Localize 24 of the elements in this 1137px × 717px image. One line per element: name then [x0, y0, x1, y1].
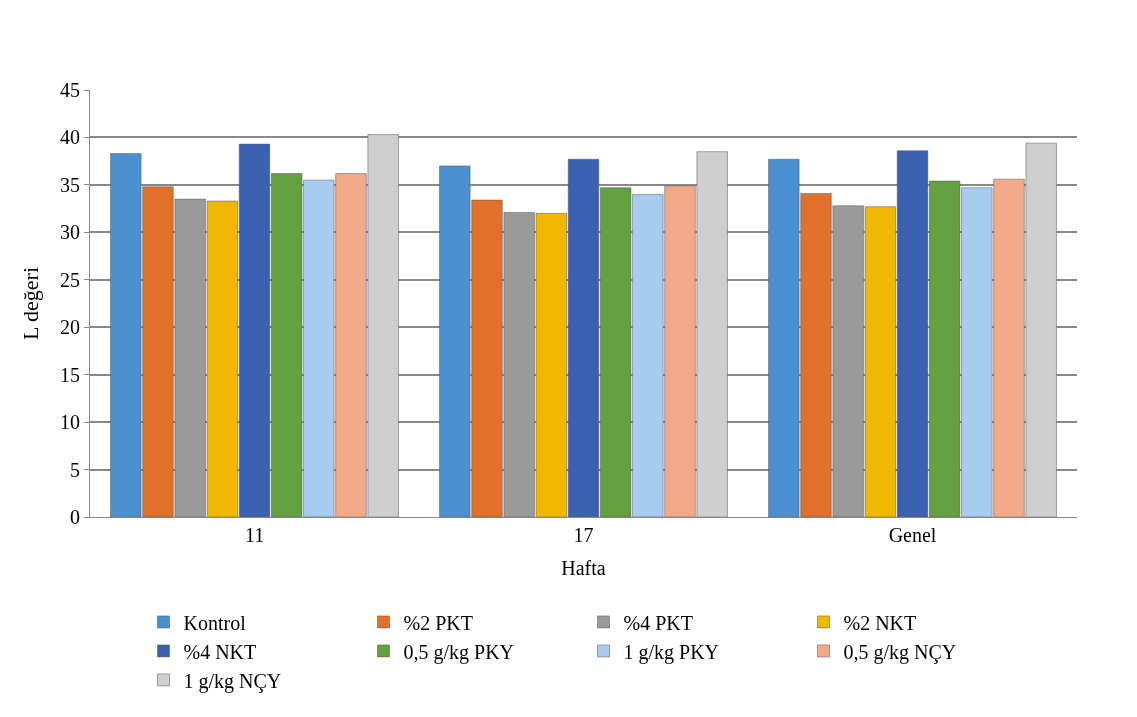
y-tick-label: 0	[70, 506, 80, 528]
legend-label: %2 NKT	[843, 611, 917, 634]
y-tick-label: 15	[60, 363, 80, 386]
y-tick-label: 25	[60, 268, 80, 291]
legend-label: 1 g/kg NÇY	[183, 669, 282, 693]
legend-label: 1 g/kg PKY	[623, 640, 720, 664]
legend-label: 0,5 g/kg NÇY	[843, 640, 957, 664]
x-tick-label: Genel	[888, 524, 937, 546]
legend-label: %4 NKT	[183, 640, 257, 663]
legend-label: %2 PKT	[403, 611, 473, 634]
x-axis-title: Hafta	[561, 556, 606, 579]
legend-label: %4 PKT	[623, 611, 693, 634]
x-tick-label: 17	[573, 524, 594, 546]
y-tick-label: 35	[60, 173, 80, 196]
legend-label: Kontrol	[183, 611, 247, 634]
x-tick-label: 11	[244, 524, 265, 546]
y-tick-label: 30	[60, 221, 80, 244]
y-axis-title: L değeri	[17, 266, 43, 341]
y-tick-label: 45	[60, 79, 80, 101]
y-tick-label: 5	[70, 458, 80, 481]
y-tick-label: 10	[60, 411, 80, 434]
y-tick-label: 20	[60, 316, 80, 339]
y-tick-label: 40	[60, 126, 80, 149]
legend-label: 0,5 g/kg PKY	[403, 640, 515, 664]
